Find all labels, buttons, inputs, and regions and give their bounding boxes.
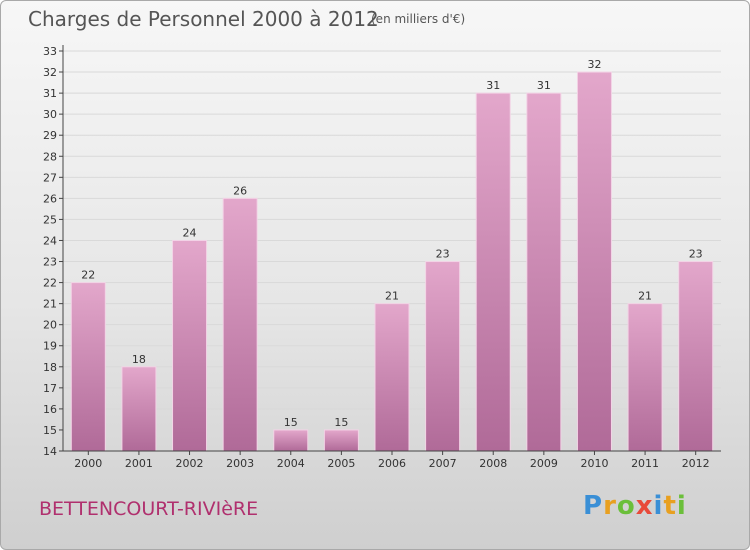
bar: [222, 197, 258, 452]
y-tick-label: 20: [43, 319, 57, 332]
x-tick-label: 2007: [429, 457, 457, 470]
logo-letter: o: [616, 491, 636, 521]
bar-value-label: 24: [183, 226, 197, 239]
bar: [374, 303, 410, 452]
y-tick-label: 33: [43, 45, 57, 58]
bar-value-label: 23: [436, 248, 450, 261]
x-tick-label: 2005: [327, 457, 355, 470]
bar-value-label: 18: [132, 353, 146, 366]
y-tick-label: 27: [43, 171, 57, 184]
bar-value-label: 32: [587, 58, 601, 71]
x-tick-label: 2002: [176, 457, 204, 470]
bar-value-label: 15: [334, 416, 348, 429]
logo-letter: i: [676, 491, 687, 521]
bar-value-label: 26: [233, 184, 247, 197]
y-tick-label: 29: [43, 129, 57, 142]
x-tick-label: 2000: [74, 457, 102, 470]
bar: [121, 366, 157, 452]
y-tick-label: 22: [43, 277, 57, 290]
bar-value-label: 31: [537, 79, 551, 92]
chart-subtitle: (en milliers d'€): [371, 12, 466, 26]
chart-title: Charges de Personnel 2000 à 2012: [28, 7, 379, 31]
x-tick-label: 2006: [378, 457, 406, 470]
y-tick-label: 25: [43, 213, 57, 226]
x-tick-label: 2003: [226, 457, 254, 470]
bar: [576, 71, 612, 452]
y-tick-label: 30: [43, 108, 57, 121]
logo-letter: i: [653, 491, 664, 521]
bar-value-label: 15: [284, 416, 298, 429]
x-tick-label: 2009: [530, 457, 558, 470]
y-tick-label: 14: [43, 445, 57, 458]
logo-letter: r: [603, 491, 617, 521]
x-tick-label: 2001: [125, 457, 153, 470]
bar-value-label: 21: [638, 290, 652, 303]
y-tick-label: 32: [43, 66, 57, 79]
x-tick-label: 2008: [479, 457, 507, 470]
y-tick-label: 26: [43, 192, 57, 205]
bar-value-label: 31: [486, 79, 500, 92]
y-tick-label: 16: [43, 403, 57, 416]
bar: [425, 261, 461, 452]
x-tick-label: 2011: [631, 457, 659, 470]
bar: [627, 303, 663, 452]
bar: [172, 239, 208, 452]
commune-name: BETTENCOURT-RIVIèRE: [39, 498, 259, 520]
logo-letter: P: [583, 491, 604, 521]
bar: [273, 429, 309, 452]
x-tick-label: 2012: [682, 457, 710, 470]
bar-value-label: 22: [81, 269, 95, 282]
y-tick-label: 18: [43, 361, 57, 374]
y-tick-label: 28: [43, 150, 57, 163]
y-tick-label: 31: [43, 87, 57, 100]
y-tick-label: 23: [43, 256, 57, 269]
bar: [475, 92, 511, 452]
y-tick-label: 21: [43, 298, 57, 311]
x-tick-label: 2010: [580, 457, 608, 470]
bar: [70, 282, 106, 452]
bar-value-label: 21: [385, 290, 399, 303]
bar: [526, 92, 562, 452]
bar: [678, 261, 714, 452]
bar-value-label: 23: [689, 248, 703, 261]
bar: [323, 429, 359, 452]
logo-letter: x: [635, 491, 654, 521]
proxiti-logo[interactable]: Proxiti: [583, 491, 687, 521]
logo-letter: t: [663, 491, 677, 521]
y-tick-label: 24: [43, 234, 57, 247]
y-tick-label: 19: [43, 340, 57, 353]
y-tick-label: 17: [43, 382, 57, 395]
y-tick-label: 15: [43, 424, 57, 437]
x-tick-label: 2004: [277, 457, 305, 470]
